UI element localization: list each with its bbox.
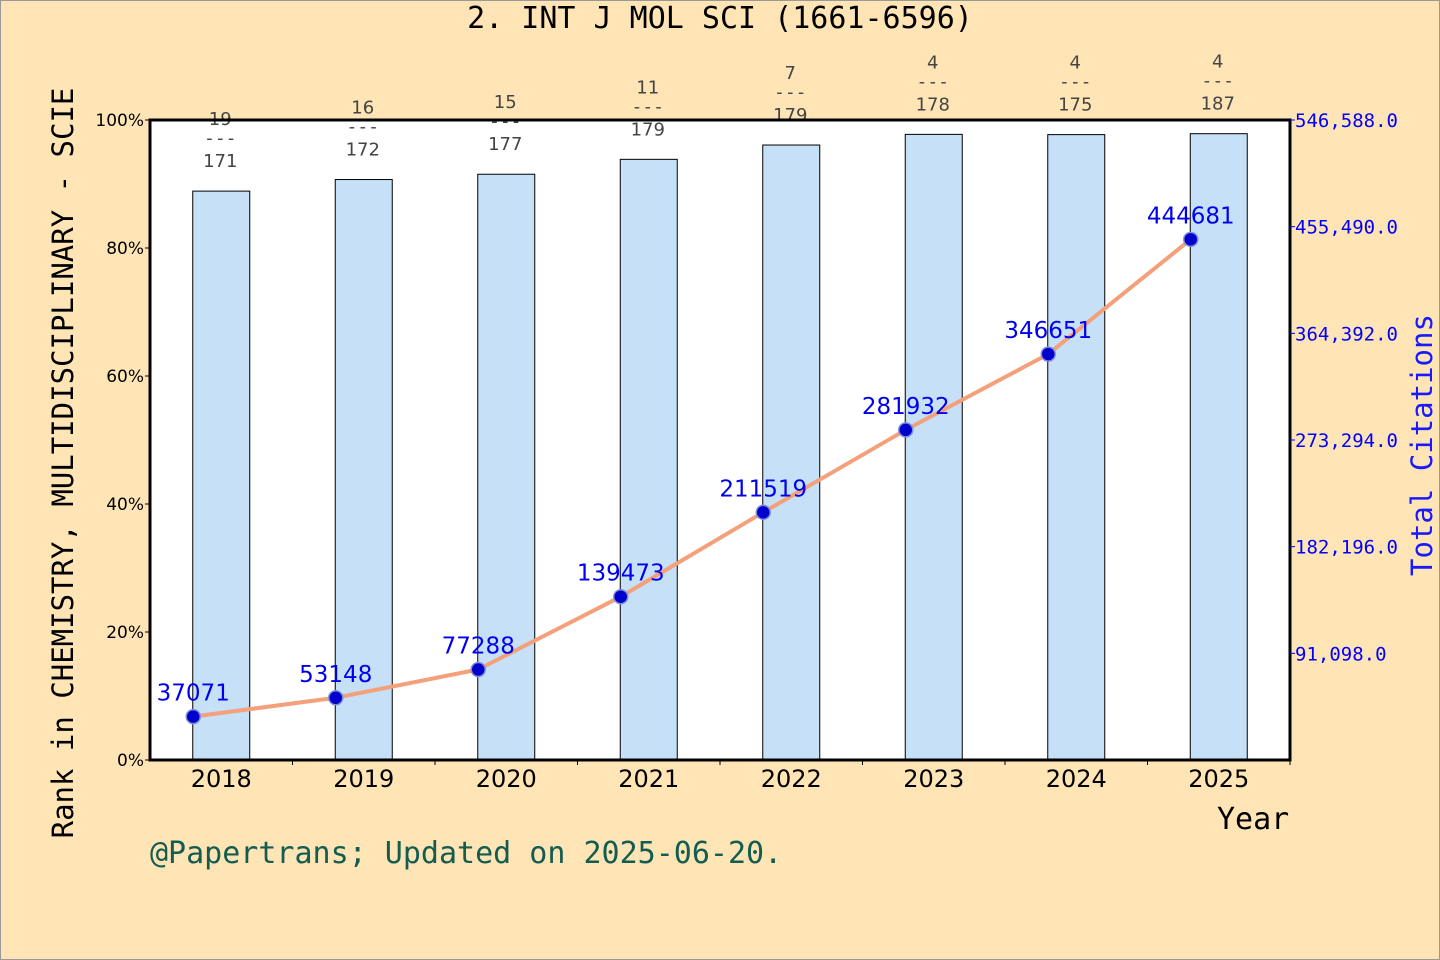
citation-label-2024: 346651	[1004, 318, 1092, 344]
rank-divider-2021: ---	[631, 96, 664, 117]
y-tick-label: 20%	[106, 623, 144, 643]
y-tick-label: 0%	[117, 751, 144, 771]
y2-tick-label: 273,294.0	[1295, 430, 1398, 452]
y-tick-label: 40%	[106, 495, 144, 515]
citation-point-2025	[1183, 231, 1199, 248]
y2-axis-label: Total Citations	[1405, 314, 1439, 576]
y-axis-label: Rank in CHEMISTRY, MULTIDISCIPLINARY - S…	[46, 87, 80, 839]
rank-label-2024: 4	[1070, 53, 1081, 74]
rank-divider-2025: ---	[1201, 71, 1234, 92]
citation-label-2022: 211519	[719, 476, 807, 502]
rank-divider-2022: ---	[774, 82, 807, 103]
bar-2020	[477, 173, 536, 761]
citation-label-2018: 37071	[157, 681, 230, 707]
footer-note: @Papertrans; Updated on 2025-06-20.	[150, 836, 783, 871]
citation-point-2022	[755, 504, 771, 521]
citation-point-2023	[898, 422, 914, 438]
rank-divider-2020: ---	[489, 111, 522, 132]
bar-2024	[1047, 134, 1106, 761]
total-label-2024: 175	[1058, 95, 1092, 116]
x-tick-2019: 2019	[333, 765, 394, 793]
total-label-2021: 179	[631, 119, 665, 140]
citation-point-2021	[613, 588, 629, 605]
rank-label-2021: 11	[636, 77, 659, 98]
rank-label-2019: 16	[351, 98, 374, 119]
x-tick-2021: 2021	[618, 765, 679, 793]
rank-divider-2023: ---	[916, 71, 949, 92]
rank-label-2025: 4	[1212, 52, 1223, 73]
x-tick-2020: 2020	[476, 765, 537, 793]
y-tick-label: 100%	[95, 111, 144, 131]
citation-point-2020	[470, 661, 486, 678]
bar-2021	[619, 158, 678, 761]
bar-2025	[1189, 133, 1248, 761]
rank-label-2022: 7	[785, 63, 796, 84]
rank-divider-2018: ---	[204, 128, 237, 149]
citation-label-2020: 77288	[442, 634, 515, 660]
y2-tick-label: 364,392.0	[1295, 323, 1398, 345]
total-label-2023: 178	[916, 94, 950, 115]
total-label-2025: 187	[1201, 94, 1235, 115]
total-label-2018: 171	[203, 151, 237, 172]
rank-divider-2024: ---	[1059, 72, 1092, 93]
y2-tick-label: 455,490.0	[1295, 217, 1398, 239]
bar-2023	[904, 133, 963, 761]
citation-point-2024	[1040, 346, 1056, 362]
x-tick-2022: 2022	[761, 765, 822, 793]
citation-label-2025: 444681	[1147, 203, 1235, 229]
rank-label-2023: 4	[927, 52, 938, 73]
total-label-2019: 172	[346, 140, 380, 161]
chart-title: 2. INT J MOL SCI (1661-6596)	[467, 1, 973, 36]
y-tick-label: 60%	[106, 367, 144, 387]
x-axis-label: Year	[1217, 802, 1290, 837]
citation-label-2019: 53148	[299, 662, 372, 688]
x-tick-2024: 2024	[1046, 765, 1107, 793]
rank-divider-2019: ---	[346, 117, 379, 138]
y2-tick-label: 546,588.0	[1295, 110, 1398, 132]
citation-point-2018	[185, 708, 201, 725]
x-tick-2025: 2025	[1188, 765, 1249, 793]
citation-label-2023: 281932	[862, 394, 950, 420]
total-label-2020: 177	[488, 134, 522, 155]
citations-line	[192, 237, 1193, 719]
x-tick-2023: 2023	[903, 765, 964, 793]
y2-tick-label: 91,098.0	[1295, 643, 1387, 665]
citation-label-2021: 139473	[577, 561, 665, 587]
bar-2022	[762, 144, 821, 761]
rank-label-2020: 15	[494, 92, 517, 113]
bar-2018	[192, 190, 251, 761]
x-tick-2018: 2018	[191, 765, 252, 793]
total-label-2022: 179	[773, 105, 807, 126]
y-tick-label: 80%	[106, 239, 144, 259]
citation-point-2019	[328, 690, 344, 706]
y2-tick-label: 182,196.0	[1295, 537, 1398, 559]
